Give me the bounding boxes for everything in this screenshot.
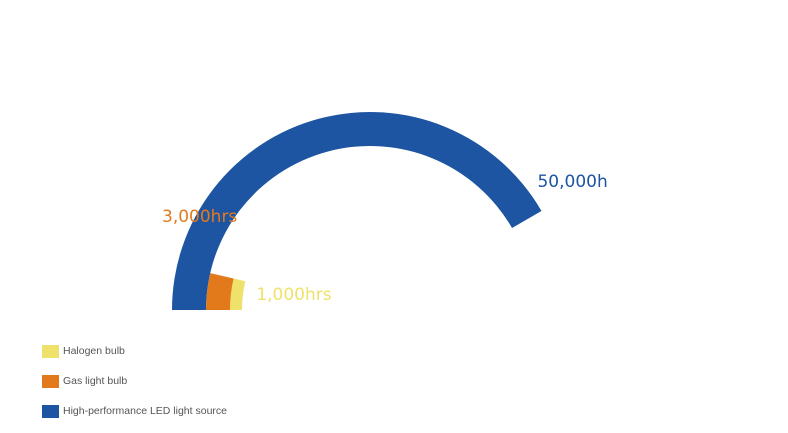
legend-label-gas-light: Gas light bulb [63, 375, 128, 387]
legend-swatch-led [42, 404, 59, 418]
bar-led [172, 112, 542, 311]
legend-item-led: High-performance LED light source [42, 403, 227, 419]
legend-label-led: High-performance LED light source [63, 405, 227, 417]
legend-label-halogen: Halogen bulb [63, 345, 125, 357]
bar-halogen [230, 278, 246, 310]
value-label-led: 50,000h [537, 172, 607, 192]
legend-swatch-halogen [42, 344, 59, 358]
bar-gas-light [206, 273, 234, 310]
legend-item-halogen: Halogen bulb [42, 343, 227, 359]
legend-item-gas-light: Gas light bulb [42, 373, 227, 389]
legend: Halogen bulb Gas light bulb High-perform… [42, 343, 227, 433]
value-label-halogen: 1,000hrs [256, 285, 331, 305]
legend-swatch-gas-light [42, 374, 59, 388]
value-label-gas-light: 3,000hrs [162, 207, 237, 227]
